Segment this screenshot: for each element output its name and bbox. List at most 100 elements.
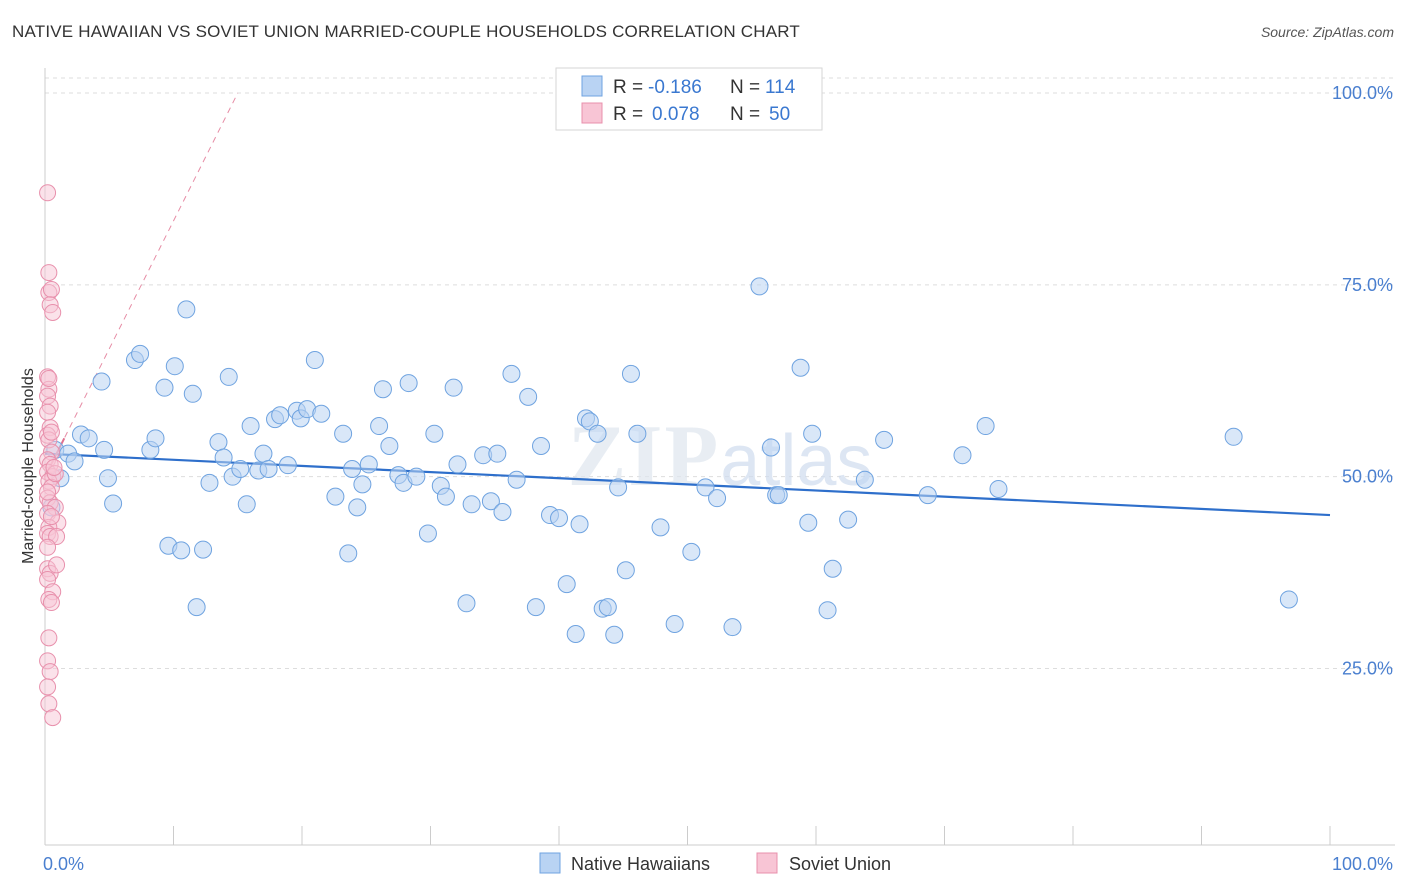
point-native-hawaiians bbox=[493, 502, 512, 521]
x-tick-label-0: 0.0% bbox=[43, 854, 84, 874]
y-axis-label: Married-couple Households bbox=[20, 368, 37, 564]
source-label: Source: ZipAtlas.com bbox=[1260, 24, 1394, 40]
legend-n-label-1: N = bbox=[730, 77, 760, 98]
chart-title: NATIVE HAWAIIAN VS SOVIET UNION MARRIED-… bbox=[12, 22, 800, 41]
point-native-hawaiians bbox=[696, 478, 715, 497]
point-native-hawaiians bbox=[953, 446, 972, 465]
point-native-hawaiians bbox=[237, 495, 256, 514]
point-native-hawaiians bbox=[598, 598, 617, 617]
point-native-hawaiians bbox=[165, 357, 184, 376]
point-native-hawaiians bbox=[989, 479, 1008, 498]
point-native-hawaiians bbox=[628, 424, 647, 443]
legend-n-value-2: 50 bbox=[769, 104, 790, 125]
point-soviet-union bbox=[39, 483, 57, 501]
point-native-hawaiians bbox=[519, 387, 538, 406]
point-native-hawaiians bbox=[370, 417, 389, 436]
y-tick-label-0: 100.0% bbox=[1332, 83, 1393, 103]
y-tick-label-3: 25.0% bbox=[1342, 659, 1393, 679]
point-native-hawaiians bbox=[104, 494, 123, 513]
point-soviet-union bbox=[42, 423, 60, 441]
trend-line-soviet-union bbox=[44, 92, 239, 477]
point-native-hawaiians bbox=[359, 455, 378, 474]
series-legend-swatch-blue bbox=[539, 852, 561, 874]
grid-lines bbox=[45, 77, 1395, 670]
point-native-hawaiians bbox=[550, 509, 568, 528]
legend-r-label-2: R = bbox=[613, 104, 643, 125]
point-native-hawaiians bbox=[348, 498, 367, 517]
point-native-hawaiians bbox=[750, 277, 769, 296]
series-legend: Native Hawaiians Soviet Union bbox=[539, 852, 891, 874]
point-native-hawaiians bbox=[95, 440, 114, 459]
point-native-hawaiians bbox=[823, 559, 842, 578]
point-native-hawaiians bbox=[918, 486, 937, 505]
point-native-hawaiians bbox=[241, 417, 260, 436]
legend-swatch-blue bbox=[581, 75, 603, 97]
point-native-hawaiians bbox=[146, 429, 165, 448]
point-native-hawaiians bbox=[259, 460, 278, 479]
point-native-hawaiians bbox=[665, 615, 684, 634]
point-native-hawaiians bbox=[507, 470, 526, 489]
y-tick-label-1: 75.0% bbox=[1342, 275, 1393, 295]
point-soviet-union bbox=[42, 508, 60, 526]
point-native-hawaiians bbox=[723, 618, 742, 637]
point-native-hawaiians bbox=[278, 456, 297, 475]
point-native-hawaiians bbox=[448, 455, 467, 474]
point-native-hawaiians bbox=[194, 540, 213, 559]
point-native-hawaiians bbox=[570, 515, 589, 534]
legend-r-label-1: R = bbox=[613, 77, 643, 98]
watermark: ZIPatlas bbox=[568, 408, 873, 505]
point-native-hawaiians bbox=[566, 624, 585, 643]
point-native-hawaiians bbox=[254, 444, 273, 463]
legend-r-value-2: 0.078 bbox=[652, 104, 700, 125]
point-native-hawaiians bbox=[418, 524, 437, 543]
point-native-hawaiians bbox=[312, 404, 331, 423]
point-native-hawaiians bbox=[818, 601, 837, 620]
point-native-hawaiians bbox=[231, 460, 250, 479]
point-native-hawaiians bbox=[621, 364, 640, 383]
point-native-hawaiians bbox=[436, 487, 455, 506]
point-soviet-union bbox=[44, 709, 62, 727]
point-native-hawaiians bbox=[334, 424, 353, 443]
point-native-hawaiians bbox=[803, 424, 822, 443]
point-native-hawaiians bbox=[373, 380, 392, 399]
point-soviet-union bbox=[48, 556, 66, 574]
series-soviet-union bbox=[39, 184, 67, 727]
point-native-hawaiians bbox=[616, 561, 635, 580]
x-tick-label-1: 100.0% bbox=[1332, 854, 1393, 874]
point-native-hawaiians bbox=[651, 518, 670, 537]
point-native-hawaiians bbox=[488, 444, 507, 463]
point-native-hawaiians bbox=[1279, 590, 1298, 609]
y-tick-label-2: 50.0% bbox=[1342, 467, 1393, 487]
point-native-hawaiians bbox=[762, 438, 781, 457]
point-native-hawaiians bbox=[588, 424, 607, 443]
point-native-hawaiians bbox=[682, 542, 701, 561]
point-native-hawaiians bbox=[65, 452, 84, 471]
y-tick-labels: 100.0% 75.0% 50.0% 25.0% bbox=[1332, 83, 1393, 678]
point-native-hawaiians bbox=[399, 374, 418, 393]
point-native-hawaiians bbox=[271, 406, 290, 425]
series-legend-swatch-pink bbox=[756, 852, 778, 874]
point-native-hawaiians bbox=[875, 430, 894, 449]
point-native-hawaiians bbox=[407, 467, 426, 486]
point-native-hawaiians bbox=[605, 625, 624, 644]
point-native-hawaiians bbox=[92, 372, 111, 391]
legend-r-value-1: -0.186 bbox=[648, 77, 702, 98]
x-tick-labels: 0.0% 100.0% bbox=[43, 854, 1393, 874]
series-native-hawaiians bbox=[42, 277, 1298, 644]
point-soviet-union bbox=[42, 594, 60, 612]
point-native-hawaiians bbox=[326, 487, 345, 506]
point-native-hawaiians bbox=[209, 433, 228, 452]
point-native-hawaiians bbox=[609, 478, 628, 497]
point-native-hawaiians bbox=[444, 378, 463, 397]
point-native-hawaiians bbox=[708, 489, 727, 508]
point-native-hawaiians bbox=[380, 436, 399, 455]
point-native-hawaiians bbox=[219, 367, 238, 386]
point-native-hawaiians bbox=[457, 594, 476, 613]
point-native-hawaiians bbox=[177, 300, 196, 319]
point-soviet-union bbox=[39, 538, 57, 556]
point-soviet-union bbox=[39, 678, 57, 696]
series-legend-label-blue: Native Hawaiians bbox=[571, 854, 710, 874]
legend-n-value-1: 114 bbox=[765, 77, 796, 98]
point-native-hawaiians bbox=[339, 544, 358, 563]
point-native-hawaiians bbox=[353, 475, 372, 494]
